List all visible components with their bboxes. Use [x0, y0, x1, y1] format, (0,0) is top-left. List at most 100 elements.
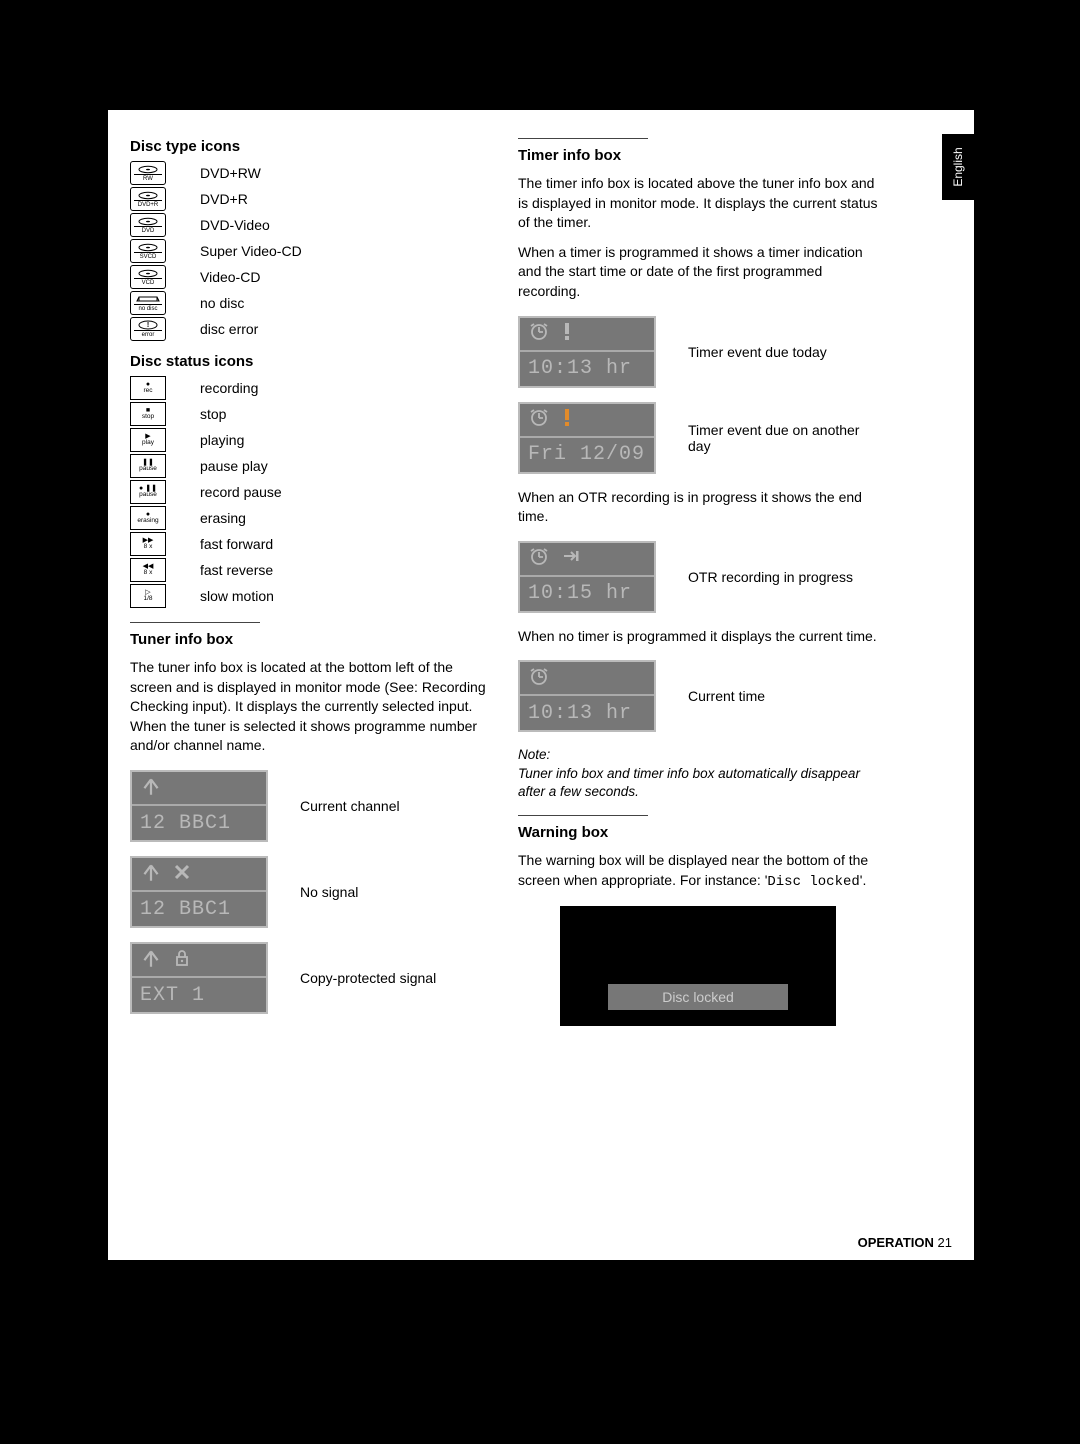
antenna-icon: [140, 947, 162, 974]
warning-bar: Disc locked: [608, 984, 788, 1010]
manual-page: English Disc type icons RWDVD+RWDVD+RDVD…: [108, 110, 974, 1260]
tuner-panel-list: 12 BBC1 Current channel 12 BBC1 No signal EX…: [130, 770, 490, 1014]
disc-status-row: ❚❚pause pause play: [130, 454, 490, 478]
disc-type-label: no disc: [200, 295, 244, 311]
info-panel-caption: Current time: [688, 688, 765, 704]
timer-body-1: The timer info box is located above the …: [518, 174, 878, 233]
timer-body-4: When no timer is programmed it displays …: [518, 627, 878, 647]
svg-text:!: !: [147, 322, 149, 329]
disc-type-label: DVD-Video: [200, 217, 270, 233]
disc-type-icon: DVD+R: [130, 187, 166, 211]
page-footer: OPERATION 21: [858, 1235, 952, 1250]
note-body: Tuner info box and timer info box automa…: [518, 766, 860, 799]
info-panel: Fri 12/09: [518, 402, 656, 474]
disc-status-label: pause play: [200, 458, 268, 474]
disc-type-list: RWDVD+RWDVD+RDVD+RDVDDVD-VideoSVCDSuper …: [130, 161, 490, 341]
info-panel-icons: [520, 318, 654, 352]
tuner-body: The tuner info box is located at the bot…: [130, 658, 490, 756]
info-panel-text: 12 BBC1: [132, 806, 266, 840]
disc-status-icon: ❚❚pause: [130, 454, 166, 478]
language-tab: English: [942, 134, 974, 200]
disc-type-label: Video-CD: [200, 269, 260, 285]
clock-icon: [528, 665, 550, 692]
disc-status-icon: ● ❚❚pause: [130, 480, 166, 504]
disc-status-row: ▷1/8 slow motion: [130, 584, 490, 608]
disc-status-label: slow motion: [200, 588, 274, 604]
disc-status-row: ▶▶8 xfast forward: [130, 532, 490, 556]
note-block: Note: Tuner info box and timer info box …: [518, 746, 878, 801]
info-panel-text: 10:13 hr: [520, 352, 654, 386]
info-panel: 12 BBC1: [130, 856, 268, 928]
clock-icon: [528, 406, 550, 433]
disc-type-row: !errordisc error: [130, 317, 490, 341]
disc-type-label: DVD+R: [200, 191, 248, 207]
disc-status-icon: ●erasing: [130, 506, 166, 530]
disc-type-row: SVCD Super Video-CD: [130, 239, 490, 263]
info-panel-row: Fri 12/09 Timer event due on another day: [518, 402, 878, 474]
disc-type-label: disc error: [200, 321, 258, 337]
warning-header: Warning box: [518, 815, 648, 841]
disc-type-row: DVD DVD-Video: [130, 213, 490, 237]
disc-type-icon: SVCD: [130, 239, 166, 263]
disc-status-icon: ▷1/8: [130, 584, 166, 608]
info-panel-caption: Current channel: [300, 798, 400, 814]
disc-status-row: ● ❚❚pause record pause: [130, 480, 490, 504]
info-panel-caption: OTR recording in progress: [688, 569, 853, 585]
left-column: Disc type icons RWDVD+RWDVD+RDVD+RDVDDVD…: [130, 138, 490, 1028]
info-panel: 10:13 hr: [518, 316, 656, 388]
info-panel-text: 10:13 hr: [520, 696, 654, 730]
tuner-header: Tuner info box: [130, 622, 260, 648]
disc-status-list: ●recrecording■stopstop▶playplaying❚❚paus…: [130, 376, 490, 608]
warning-body: The warning box will be displayed near t…: [518, 851, 878, 892]
disc-type-row: VCDVideo-CD: [130, 265, 490, 289]
info-panel-row: 10:13 hr Current time: [518, 660, 878, 732]
info-panel-text: EXT 1: [132, 978, 266, 1012]
disc-type-label: Super Video-CD: [200, 243, 302, 259]
note-label: Note:: [518, 747, 550, 762]
antenna-icon: [140, 861, 162, 888]
info-panel-row: 12 BBC1 Current channel: [130, 770, 490, 842]
alert-orange-icon: [560, 406, 574, 433]
disc-status-icon: ●rec: [130, 376, 166, 400]
disc-type-row: RWDVD+RW: [130, 161, 490, 185]
timer-header: Timer info box: [518, 138, 648, 164]
disc-status-label: record pause: [200, 484, 282, 500]
disc-status-label: erasing: [200, 510, 246, 526]
info-panel-caption: Timer event due on another day: [688, 422, 878, 454]
warning-body-lock: Disc locked: [767, 874, 859, 890]
warning-screen: Disc locked: [560, 906, 836, 1026]
timer-body-2: When a timer is programmed it shows a ti…: [518, 243, 878, 302]
disc-status-label: fast reverse: [200, 562, 273, 578]
disc-status-header: Disc status icons: [130, 353, 490, 370]
timer-panel-c: 10:13 hr Current time: [518, 660, 878, 732]
timer-panel-b: 10:15 hrOTR recording in progress: [518, 541, 878, 613]
info-panel-icons: [132, 772, 266, 806]
info-panel-icons: [132, 858, 266, 892]
info-panel-text: Fri 12/09: [520, 438, 654, 472]
disc-status-row: ●erasing erasing: [130, 506, 490, 530]
info-panel-icons: [520, 662, 654, 696]
info-panel: EXT 1: [130, 942, 268, 1014]
disc-status-label: playing: [200, 432, 244, 448]
lock-icon: [172, 948, 192, 973]
disc-status-label: stop: [200, 406, 226, 422]
antenna-icon: [140, 775, 162, 802]
info-panel-row: EXT 1Copy-protected signal: [130, 942, 490, 1014]
skip-icon: [560, 545, 582, 572]
clock-icon: [528, 545, 550, 572]
disc-type-row: no disc no disc: [130, 291, 490, 315]
footer-page: 21: [938, 1235, 952, 1250]
disc-type-icon: no disc: [130, 291, 166, 315]
disc-status-icon: ▶play: [130, 428, 166, 452]
right-column: Timer info box The timer info box is loc…: [518, 138, 878, 1026]
timer-panel-list-a: 10:13 hr Timer event due today Fri 12/09 Ti…: [518, 316, 878, 474]
disc-status-row: ●recrecording: [130, 376, 490, 400]
disc-type-icon: DVD: [130, 213, 166, 237]
info-panel: 12 BBC1: [130, 770, 268, 842]
info-panel-caption: No signal: [300, 884, 358, 900]
info-panel: 10:13 hr: [518, 660, 656, 732]
info-panel-row: 12 BBC1 No signal: [130, 856, 490, 928]
info-panel-caption: Timer event due today: [688, 344, 827, 360]
info-panel-icons: [132, 944, 266, 978]
alert-icon: [560, 320, 574, 347]
